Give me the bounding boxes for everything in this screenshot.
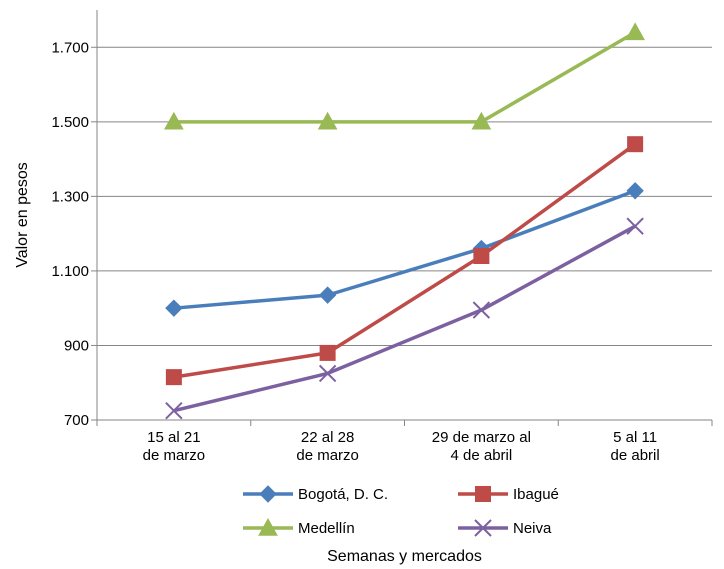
y-axis-title: Valor en pesos (14, 162, 31, 268)
y-tick-label: 1.700 (51, 39, 89, 56)
legend-item: Neiva (458, 519, 552, 537)
data-point (318, 286, 337, 304)
legend-item: Bogotá, D. C. (243, 485, 388, 503)
series-diamond (165, 182, 644, 317)
data-point (317, 111, 338, 130)
data-point (165, 369, 182, 386)
legend-item: Ibagué (458, 486, 559, 503)
series-group (164, 22, 645, 420)
data-point (165, 299, 183, 317)
data-point (318, 364, 337, 383)
x-tick-label: 29 de marzo al 4 de abril (432, 429, 531, 464)
data-point (319, 344, 336, 361)
legend-marker (259, 485, 277, 503)
x-axis-ticks: 15 al 21 de marzo 22 al 28 de marzo 29 de ma… (96, 420, 713, 464)
data-point (165, 401, 183, 420)
data-point (164, 111, 184, 130)
x-tick-label: 5 al 11 de abril (611, 429, 660, 464)
legend-label: Bogotá, D. C. (298, 486, 388, 503)
y-tick-label: 900 (64, 337, 89, 354)
y-tick-label: 1.500 (51, 114, 89, 131)
data-point (471, 111, 492, 130)
series-line (173, 224, 636, 413)
data-point (473, 248, 490, 264)
data-point (472, 301, 491, 319)
data-point (625, 22, 645, 41)
axes (96, 10, 712, 421)
data-point (626, 182, 644, 200)
legend-label: Medellín (298, 520, 355, 537)
legend-item: Medellín (243, 517, 355, 537)
data-point (627, 136, 644, 153)
x-tick-label: 22 al 28 de marzo (296, 429, 359, 464)
y-tick-label: 1.300 (51, 188, 89, 205)
y-tick-label: 700 (64, 412, 89, 429)
series-line (173, 142, 637, 379)
legend-marker (475, 486, 491, 502)
y-axis-ticks: 700 900 1.100 1.300 1.500 1.700 (51, 39, 97, 429)
series-line (173, 189, 636, 310)
y-tick-label: 1.100 (51, 263, 89, 280)
series-line (173, 30, 637, 124)
x-tick-label: 15 al 21 de marzo (143, 429, 206, 464)
series-triangle (164, 22, 645, 130)
data-point (626, 217, 644, 235)
legend-marker (258, 517, 278, 536)
x-axis-title: Semanas y mercados (327, 548, 482, 565)
legend-label: Ibagué (513, 486, 559, 503)
series-x (165, 217, 644, 420)
legend-label: Neiva (513, 520, 552, 537)
series-square (165, 136, 644, 386)
legend: Bogotá, D. C. Ibagué Medellín Neiva (243, 485, 559, 537)
legend-marker (474, 519, 492, 537)
